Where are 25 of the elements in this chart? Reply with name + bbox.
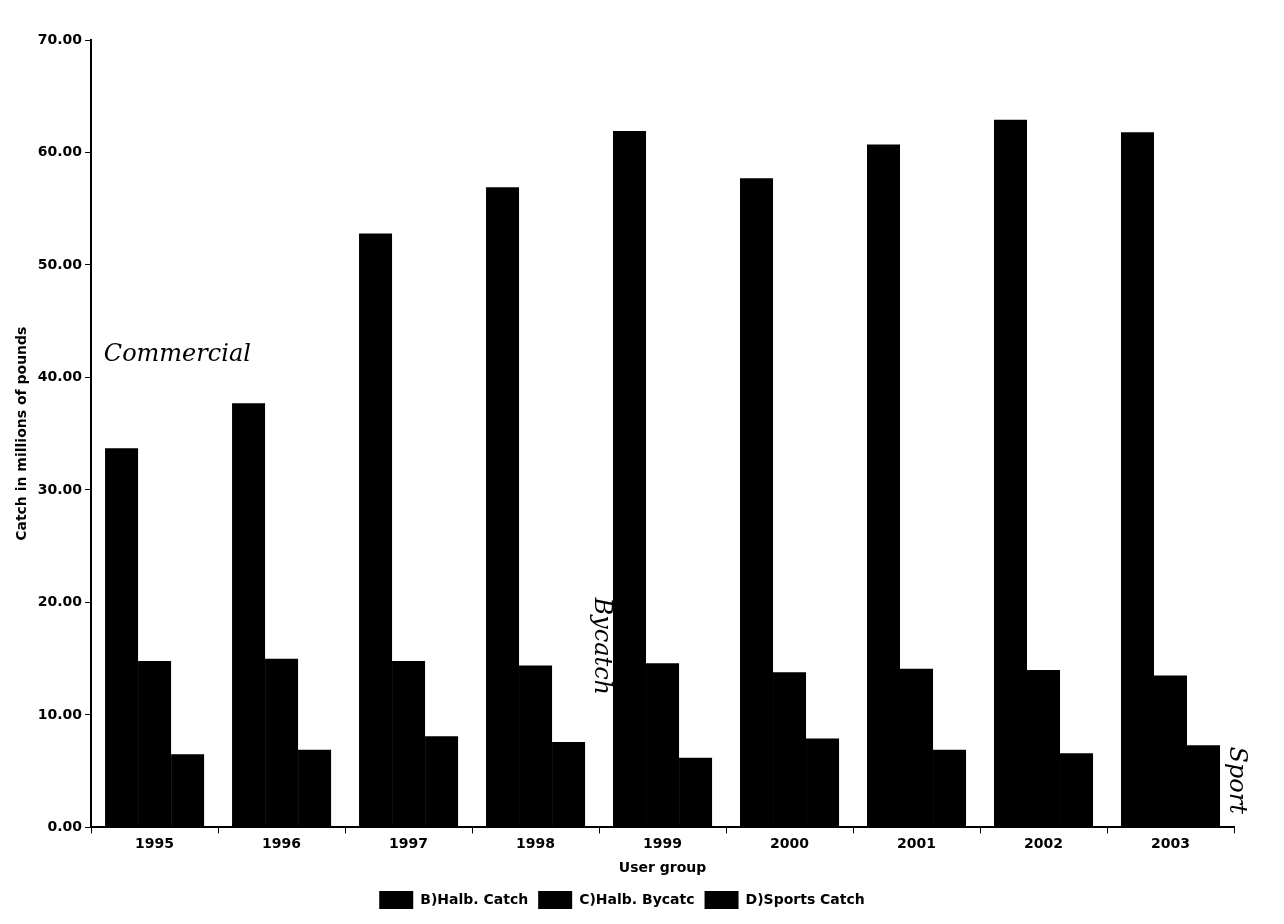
legend-label: C)Halb. Bycatc bbox=[579, 890, 695, 907]
y-tick-label: 50.00 bbox=[37, 255, 83, 272]
y-tick-label: 0.00 bbox=[47, 818, 83, 835]
x-tick-label: 2001 bbox=[897, 835, 937, 852]
legend-label: D)Sports Catch bbox=[745, 890, 865, 907]
y-tick-label: 10.00 bbox=[37, 705, 83, 722]
x-tick-label: 2003 bbox=[1151, 835, 1190, 852]
y-tick-label: 60.00 bbox=[37, 143, 83, 160]
annotation: Bycatch bbox=[589, 596, 618, 696]
y-tick-label: 20.00 bbox=[37, 593, 83, 610]
x-tick-label: 1999 bbox=[643, 835, 683, 852]
x-tick-label: 2002 bbox=[1024, 835, 1063, 852]
x-tick-label: 1998 bbox=[516, 835, 556, 852]
x-tick-label: 1997 bbox=[389, 835, 429, 852]
x-tick-label: 2000 bbox=[770, 835, 810, 852]
x-axis-title: User group bbox=[618, 859, 707, 876]
x-tick-label: 1996 bbox=[262, 835, 302, 852]
annotation: Sport bbox=[1224, 746, 1253, 815]
legend-label: B)Halb. Catch bbox=[420, 890, 529, 907]
y-axis-title: Catch in millions of pounds bbox=[13, 326, 30, 541]
x-tick-label: 1995 bbox=[135, 835, 175, 852]
annotation: Commercial bbox=[103, 339, 251, 368]
y-tick-label: 30.00 bbox=[37, 480, 83, 497]
y-tick-label: 40.00 bbox=[37, 368, 83, 385]
y-tick-label: 70.00 bbox=[37, 30, 83, 47]
